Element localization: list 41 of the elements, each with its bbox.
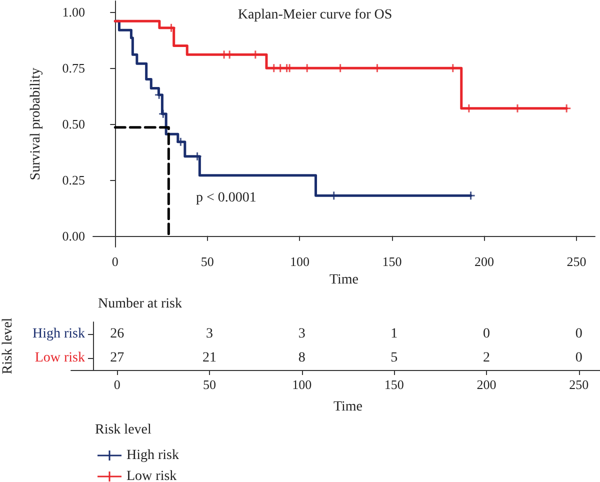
x-tick-label: 150 (384, 377, 404, 392)
data-label: 2 (483, 350, 490, 366)
legend-label: Low risk (126, 469, 177, 482)
x-tick-label: 0 (112, 254, 118, 269)
x-tick-label: 50 (200, 254, 214, 269)
chart-title: Kaplan-Meier curve for OS (238, 8, 392, 22)
data-label: 5 (390, 350, 398, 366)
y-tick-label: Low risk (34, 350, 85, 366)
x-tick-label: 0 (114, 377, 120, 392)
x-tick-label: 50 (203, 377, 216, 392)
y-axis-title: Survival probability (28, 68, 44, 180)
x-tick-label: 250 (566, 254, 586, 269)
x-tick-label: 200 (474, 254, 494, 269)
y-tick-label: 0.50 (62, 116, 85, 132)
data-label: 26 (110, 326, 124, 342)
annotation: p < 0.0001 (196, 190, 256, 206)
x-tick-label: 250 (569, 377, 589, 392)
data-label: 8 (298, 350, 306, 366)
x-tick-label: 150 (382, 254, 402, 269)
x-tick-label: 100 (292, 377, 312, 392)
x-axis-title: Time (333, 400, 363, 414)
y-tick-label: 0.00 (62, 228, 85, 244)
data-label: 1 (390, 326, 398, 342)
y-tick-label: 1.00 (62, 4, 85, 20)
data-label: 0 (575, 326, 582, 342)
data-label: 3 (298, 326, 306, 342)
y-tick-label: 0.25 (62, 172, 85, 188)
x-tick-label: 200 (476, 377, 496, 392)
data-label: 0 (483, 326, 490, 342)
y-tick-label: 0.75 (62, 60, 85, 76)
legend-title: Risk level (95, 422, 152, 438)
legend-label: High risk (126, 448, 179, 463)
data-label: 3 (206, 326, 213, 342)
chart-title: Number at risk (98, 296, 182, 312)
data-label: 0 (575, 350, 582, 366)
data-label: 21 (202, 350, 216, 366)
y-axis-title: Risk level (0, 318, 16, 374)
x-tick-label: 100 (290, 254, 310, 269)
x-axis-title: Time (329, 272, 359, 288)
y-tick-label: High risk (32, 326, 85, 342)
data-label: 27 (110, 350, 124, 366)
